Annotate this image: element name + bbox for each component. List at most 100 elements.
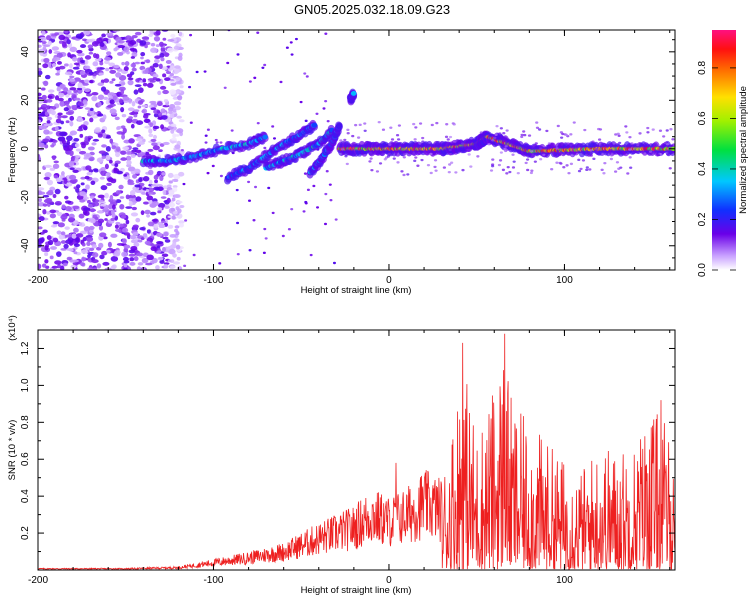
spectrogram-noise-cell [59,84,65,89]
spectrogram-noise-cell [370,168,374,172]
spectrogram-noise-cell [272,137,276,140]
spectrogram-noise-cell [433,159,438,162]
spectrogram-noise-cell [149,80,156,83]
spectrogram-noise-cell [173,261,181,265]
spectrogram-noise-cell [429,152,433,156]
spectrogram-noise-cell [558,161,562,165]
spectrogram-noise-cell [461,142,465,145]
colorbar-gradient [712,30,736,270]
spectrogram-noise-cell [119,196,125,199]
spectrogram-noise-cell [343,138,347,142]
spectrogram-noise-cell [504,137,508,141]
spectrogram-noise-cell [306,188,310,192]
spectrogram-noise-cell [177,55,183,61]
spectrogram-noise-cell [118,98,123,104]
spectrogram-noise-cell [115,146,121,152]
spectrogram-noise-cell [144,44,148,49]
spectrogram-noise-cell [38,197,42,203]
spectrogram-noise-cell [64,63,69,67]
spectrogram-noise-cell [125,35,132,41]
spectrogram-noise-cell [46,235,52,241]
spectrogram-noise-cell [252,219,256,222]
spectrogram-noise-cell [170,207,176,212]
spectrogram-noise-cell [52,194,57,199]
spectrogram-noise-cell [120,167,125,172]
spectrogram-noise-cell [83,156,89,160]
spectrogram-noise-cell [395,134,400,137]
spectrogram-noise-cell [668,167,672,170]
spectrogram-noise-cell [324,99,328,103]
spectrogram-noise-cell [92,267,98,270]
spectrogram-noise-cell [161,220,166,224]
spectrogram-noise-cell [453,140,457,143]
spectrogram-noise-cell [504,149,508,153]
spectrogram-noise-cell [153,58,160,64]
spectrogram-noise-cell [418,142,422,145]
spectrogram-noise-cell [128,138,135,144]
spectrogram-noise-cell [141,191,146,195]
spectrogram-noise-cell [84,175,90,180]
colorbar-tick-label: 0.6 [697,111,708,125]
spectrogram-noise-cell [87,146,95,151]
spectrogram-noise-cell [123,244,131,249]
spectrogram-noise-cell [97,210,103,214]
spectrogram-noise-cell [352,141,356,145]
spectrogram-noise-cell [176,256,181,261]
spectrogram-noise-cell [572,121,576,124]
spectrogram-noise-cell [56,86,61,92]
spectrogram-noise-cell [141,36,150,40]
spectrogram-noise-cell [505,129,509,132]
spectrogram-noise-cell [164,52,170,58]
colorbar: 0.0 0.2 0.4 0.6 0.8 Normalized spectral ampl… [697,30,749,277]
spectrogram-noise-cell [248,249,252,252]
spectrogram-noise-cell [38,263,42,270]
spectrogram-noise-cell [527,154,532,157]
spectrogram-noise-cell [155,30,161,36]
spectrogram-noise-cell [52,237,59,243]
spectrogram-noise-cell [357,136,361,139]
spectrogram-noise-cell [303,72,307,75]
spectrogram-noise-cell [148,104,155,109]
spectrogram-xlabel: Height of straight line (km) [301,285,412,296]
spectrogram-noise-cell [588,168,592,171]
spectrogram-noise-cell [168,180,173,184]
spectrogram-noise-cell [44,164,52,168]
spectrogram-y-tick-label: -20 [20,190,31,205]
spectrogram-noise-cell [172,185,178,188]
spectrogram-noise-cell [57,263,61,269]
spectrogram-noise-cell [108,92,115,96]
spectrogram-noise-cell [156,250,162,254]
spectrogram-noise-cell [346,132,350,135]
spectrogram-noise-cell [58,34,66,41]
spectrogram-noise-cell [102,37,109,42]
spectrogram-noise-cell [120,89,125,95]
spectrogram-noise-cell [98,72,105,76]
spectrogram-noise-cell [188,85,192,89]
spectrogram-noise-cell [91,91,99,96]
spectrogram-noise-cell [248,199,252,202]
spectrogram-noise-cell [174,144,181,150]
spectrogram-noise-cell [656,153,660,156]
spectrogram-noise-cell [129,39,137,46]
spectrogram-noise-cell [46,211,51,215]
spectrogram-noise-cell [151,219,158,222]
spectrogram-noise-cell [42,194,50,198]
spectrogram-noise-cell [53,175,59,179]
spectrogram-noise-cell [58,234,65,240]
spectrogram-noise-cell [435,121,439,125]
spectrogram-noise-cell [115,221,121,225]
spectrogram-noise-cell [42,45,47,52]
spectrogram-noise-cell [100,206,104,210]
spectrogram-noise-cell [302,210,306,213]
spectrogram-noise-cell [144,125,152,129]
spectrogram-noise-cell [56,230,62,235]
spectrogram-noise-cell [80,249,89,254]
spectrogram-noise-cell [630,142,634,145]
spectrogram-noise-cell [178,171,185,177]
spectrogram-noise-cell [137,100,144,105]
spectrogram-noise-cell [285,46,289,49]
spectrogram-noise-cell [85,93,93,97]
spectrogram-noise-cell [79,262,85,267]
spectrogram-noise-cell [493,136,497,139]
spectrogram-noise-cell [157,210,162,214]
